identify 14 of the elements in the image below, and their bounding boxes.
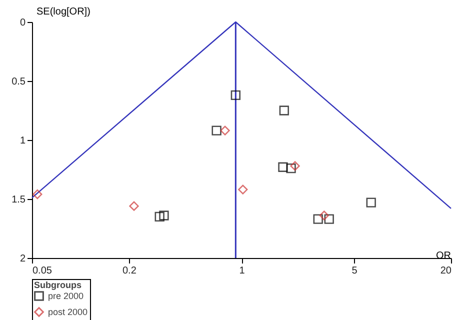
- legend-title: Subgroups: [34, 280, 82, 290]
- y-tick-label: 0.5: [12, 76, 26, 88]
- y-tick-label: 2: [20, 254, 26, 264]
- y-tick-label: 0: [20, 18, 26, 28]
- y-tick-label: 1: [20, 136, 26, 146]
- y-axis-title: SE(log[OR]): [36, 6, 90, 18]
- x-tick-label: 0.2: [122, 266, 137, 276]
- x-tick-label: 1: [239, 266, 246, 276]
- legend-label: pre 2000: [48, 291, 84, 301]
- y-tick-label: 1.5: [12, 194, 26, 206]
- x-tick-label: 5: [352, 266, 358, 276]
- x-tick-label: 0.05: [32, 266, 52, 276]
- x-tick-label: 20: [440, 266, 452, 276]
- legend-label: post 2000: [48, 307, 88, 317]
